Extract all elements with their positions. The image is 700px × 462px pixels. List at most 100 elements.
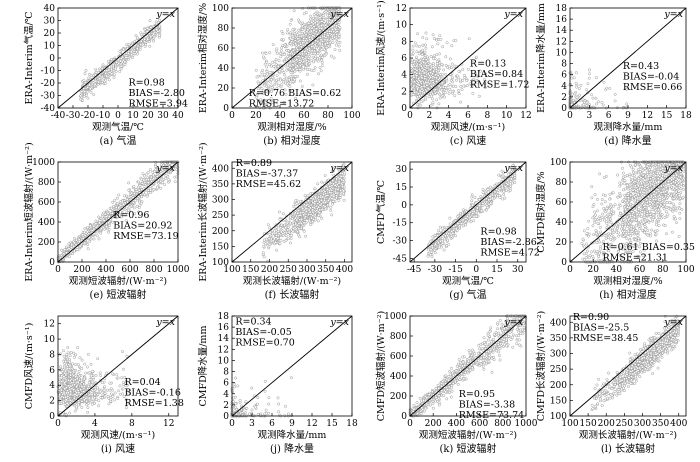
x-tick-label: 350: [317, 265, 334, 275]
scatter-point: [283, 43, 287, 47]
scatter-point: [311, 83, 315, 87]
scatter-point: [107, 221, 110, 225]
scatter-point: [257, 82, 260, 86]
scatter-point: [313, 49, 317, 53]
scatter-point: [167, 178, 171, 182]
scatter-point: [326, 188, 329, 191]
scatter-point: [318, 66, 322, 70]
scatter-point: [424, 43, 427, 47]
scatter-point: [274, 234, 278, 237]
scatter-point: [425, 89, 429, 93]
scatter-point: [417, 44, 421, 48]
scatter-point: [277, 59, 281, 63]
scatter-point: [121, 199, 125, 203]
scatter-point: [287, 52, 291, 56]
scatter-point: [586, 82, 590, 86]
scatter-point: [128, 205, 132, 209]
scatter-point: [337, 21, 341, 25]
scatter-point: [302, 229, 306, 233]
scatter-point: [421, 69, 425, 73]
scatter-point: [461, 78, 465, 82]
scatter-point: [429, 94, 433, 98]
scatter-point: [323, 205, 327, 209]
scatter-point: [433, 88, 437, 92]
scatter-point: [416, 32, 420, 36]
x-tick-label: 80: [322, 111, 334, 121]
scatter-point: [155, 174, 159, 178]
y-tick-label: 12: [556, 37, 567, 47]
scatter-point: [303, 25, 307, 29]
scatter-point: [85, 93, 88, 97]
scatter-point: [151, 173, 155, 177]
scatter-point: [292, 204, 296, 208]
y-axis-label: ERA-Interim短波辐射/(W·m⁻²): [23, 142, 35, 281]
scatter-point: [458, 78, 462, 82]
y-tick-label: 80: [218, 24, 230, 34]
scatter-point: [86, 96, 90, 100]
scatter-point: [416, 83, 420, 86]
scatter-point: [148, 19, 152, 23]
scatter-point: [332, 194, 336, 198]
scatter-point: [119, 67, 123, 71]
scatter-point: [295, 74, 299, 78]
scatter-point: [323, 200, 327, 204]
scatter-point: [317, 12, 321, 16]
stat-label: BIAS=20.92: [113, 221, 172, 232]
scatter-point: [337, 44, 341, 48]
scatter-point: [301, 24, 304, 28]
scatter-point: [410, 69, 414, 73]
scatter-point: [287, 49, 291, 53]
scatter-point: [299, 221, 303, 225]
scatter-point: [266, 84, 270, 88]
scatter-point: [415, 55, 419, 59]
scatter-point: [572, 76, 576, 80]
scatter-point: [149, 26, 153, 30]
scatter-point: [87, 83, 91, 87]
y-tick-label: 300: [212, 196, 229, 206]
line-label: y=x: [503, 9, 523, 20]
scatter-point: [302, 213, 306, 217]
scatter-point: [323, 42, 327, 46]
scatter-point: [321, 64, 324, 68]
scatter-point: [254, 68, 258, 72]
scatter-point: [459, 222, 463, 226]
scatter-point: [411, 48, 415, 52]
stat-label: R=0.96: [113, 210, 149, 221]
scatter-point: [114, 205, 118, 209]
scatter-point: [72, 249, 76, 253]
scatter-point: [148, 168, 152, 172]
scatter-point: [261, 251, 265, 255]
scatter-point: [432, 37, 436, 40]
scatter-point: [268, 232, 272, 236]
scatter-point: [268, 226, 272, 230]
scatter-point: [421, 48, 425, 52]
scatter-point: [282, 53, 286, 57]
scatter-point: [425, 83, 429, 87]
x-tick-label: 20: [142, 111, 154, 121]
scatter-point: [290, 217, 294, 221]
scatter-point: [295, 218, 299, 222]
scatter-point: [97, 237, 101, 241]
y-tick-label: 60: [218, 44, 230, 54]
scatter-point: [304, 204, 308, 208]
scatter-point: [421, 36, 425, 39]
scatter-point: [317, 72, 320, 76]
scatter-point: [288, 64, 292, 68]
scatter-point: [98, 77, 102, 81]
scatter-point: [288, 36, 292, 40]
scatter-point: [281, 44, 285, 47]
scatter-point: [288, 221, 292, 225]
scatter-point: [318, 211, 322, 215]
scatter-point: [440, 88, 444, 92]
scatter-point: [280, 223, 284, 227]
scatter-point: [104, 215, 108, 219]
scatter-point: [334, 27, 338, 31]
line-label: y=x: [329, 163, 349, 174]
scatter-point: [288, 67, 292, 71]
scatter-point: [97, 70, 100, 74]
scatter-point: [336, 188, 340, 192]
scatter-point: [306, 194, 310, 198]
scatter-point: [298, 235, 302, 239]
scatter-point: [113, 198, 117, 202]
